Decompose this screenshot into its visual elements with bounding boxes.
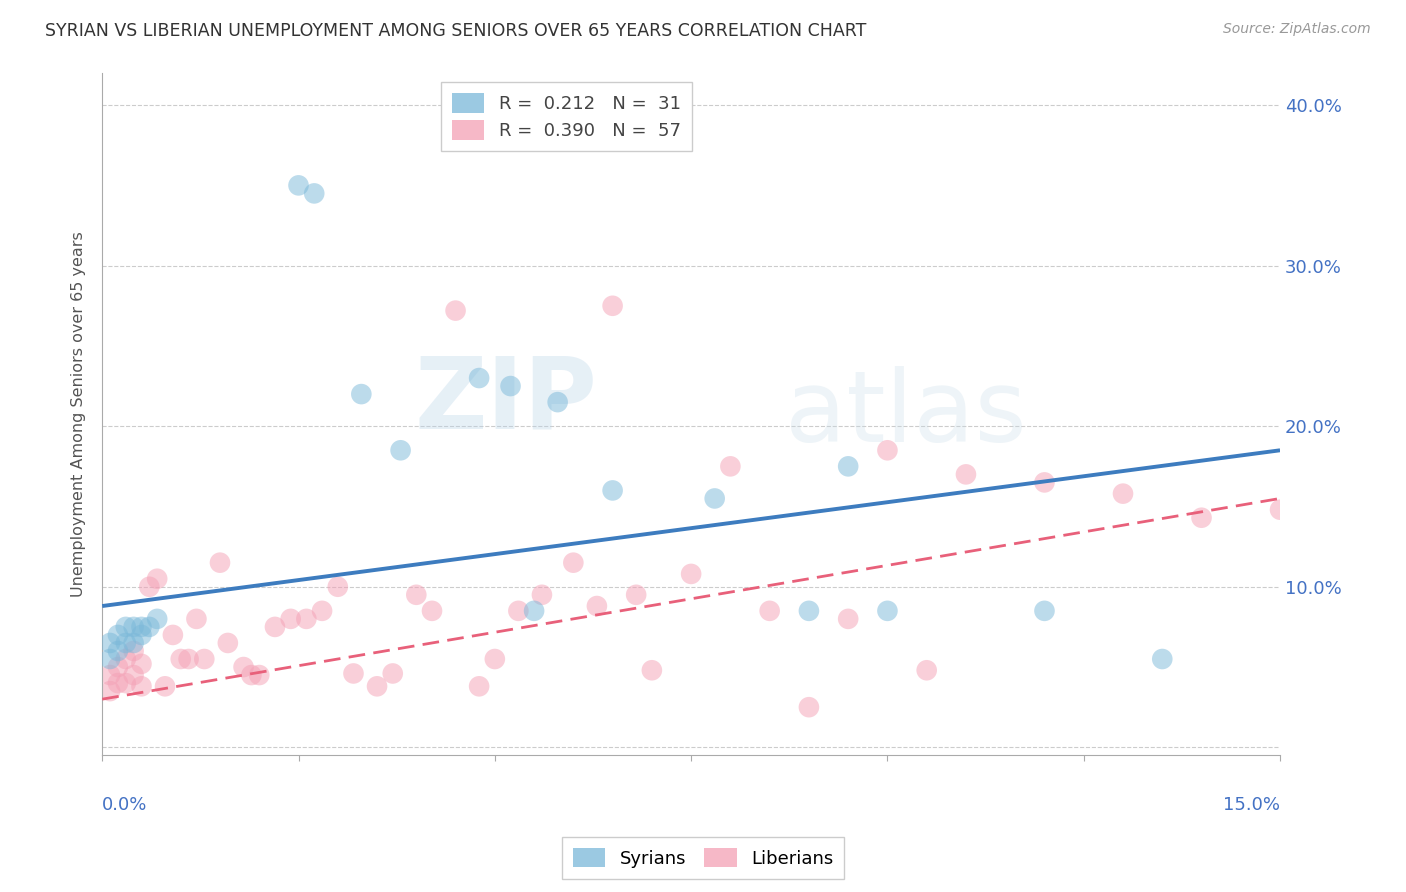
Point: [232, 660, 254, 674]
Point: [98, 684, 121, 698]
Point: [797, 700, 820, 714]
Point: [562, 556, 585, 570]
Point: [1268, 502, 1291, 516]
Point: [114, 620, 136, 634]
Point: [280, 612, 302, 626]
Point: [1112, 486, 1135, 500]
Point: [138, 580, 160, 594]
Point: [523, 604, 546, 618]
Point: [641, 663, 664, 677]
Point: [295, 612, 318, 626]
Point: [1308, 502, 1330, 516]
Text: 0.0%: 0.0%: [103, 797, 148, 814]
Point: [122, 644, 145, 658]
Point: [302, 186, 325, 201]
Point: [1033, 475, 1056, 490]
Point: [876, 443, 898, 458]
Point: [193, 652, 215, 666]
Point: [468, 371, 491, 385]
Point: [1347, 500, 1369, 514]
Point: [350, 387, 373, 401]
Point: [131, 620, 153, 634]
Point: [131, 679, 153, 693]
Point: [240, 668, 263, 682]
Point: [326, 580, 349, 594]
Point: [499, 379, 522, 393]
Point: [797, 604, 820, 618]
Point: [131, 628, 153, 642]
Point: [114, 676, 136, 690]
Point: [107, 660, 129, 674]
Text: SYRIAN VS LIBERIAN UNEMPLOYMENT AMONG SENIORS OVER 65 YEARS CORRELATION CHART: SYRIAN VS LIBERIAN UNEMPLOYMENT AMONG SE…: [45, 22, 866, 40]
Legend: R =  0.212   N =  31, R =  0.390   N =  57: R = 0.212 N = 31, R = 0.390 N = 57: [441, 82, 692, 151]
Point: [153, 679, 176, 693]
Y-axis label: Unemployment Among Seniors over 65 years: Unemployment Among Seniors over 65 years: [72, 231, 86, 597]
Point: [342, 666, 364, 681]
Point: [366, 679, 388, 693]
Point: [107, 628, 129, 642]
Point: [530, 588, 553, 602]
Point: [98, 652, 121, 666]
Point: [405, 588, 427, 602]
Point: [138, 620, 160, 634]
Point: [876, 604, 898, 618]
Point: [217, 636, 239, 650]
Point: [122, 636, 145, 650]
Point: [1152, 652, 1174, 666]
Point: [1033, 604, 1056, 618]
Point: [177, 652, 200, 666]
Point: [955, 467, 977, 482]
Point: [122, 668, 145, 682]
Text: atlas: atlas: [786, 366, 1026, 463]
Point: [162, 628, 184, 642]
Text: 15.0%: 15.0%: [1223, 797, 1279, 814]
Point: [311, 604, 333, 618]
Point: [1331, 502, 1354, 516]
Point: [468, 679, 491, 693]
Point: [547, 395, 569, 409]
Point: [114, 636, 136, 650]
Point: [247, 668, 270, 682]
Point: [586, 599, 609, 613]
Point: [131, 657, 153, 671]
Point: [915, 663, 938, 677]
Legend: Syrians, Liberians: Syrians, Liberians: [562, 837, 844, 879]
Point: [208, 556, 231, 570]
Text: Source: ZipAtlas.com: Source: ZipAtlas.com: [1223, 22, 1371, 37]
Point: [1191, 510, 1213, 524]
Point: [287, 178, 309, 193]
Point: [122, 620, 145, 634]
Point: [114, 652, 136, 666]
Point: [508, 604, 530, 618]
Point: [837, 612, 859, 626]
Point: [681, 566, 703, 581]
Point: [146, 572, 169, 586]
Point: [389, 443, 412, 458]
Point: [837, 459, 859, 474]
Point: [170, 652, 193, 666]
Point: [484, 652, 506, 666]
Point: [624, 588, 647, 602]
Point: [146, 612, 169, 626]
Point: [186, 612, 208, 626]
Point: [107, 644, 129, 658]
Text: ZIP: ZIP: [413, 352, 598, 449]
Point: [420, 604, 443, 618]
Point: [107, 676, 129, 690]
Point: [758, 604, 780, 618]
Point: [381, 666, 404, 681]
Point: [98, 668, 121, 682]
Point: [703, 491, 725, 506]
Point: [602, 299, 624, 313]
Point: [98, 636, 121, 650]
Point: [718, 459, 741, 474]
Point: [602, 483, 624, 498]
Point: [264, 620, 287, 634]
Point: [444, 303, 467, 318]
